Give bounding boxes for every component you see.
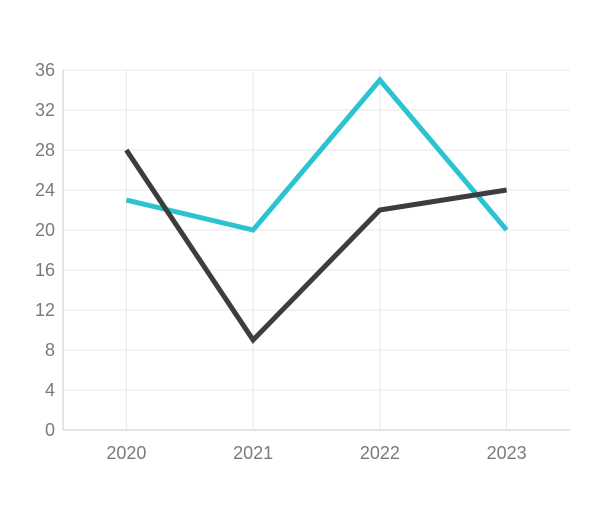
- y-tick-label: 12: [35, 300, 55, 320]
- y-tick-label: 20: [35, 220, 55, 240]
- y-tick-label: 28: [35, 140, 55, 160]
- y-tick-label: 24: [35, 180, 55, 200]
- x-tick-label: 2021: [233, 443, 273, 463]
- y-tick-label: 16: [35, 260, 55, 280]
- series-line-teal-series: [125, 76, 509, 233]
- y-tick-label: 4: [45, 380, 55, 400]
- x-tick-label: 2022: [360, 443, 400, 463]
- y-tick-label: 8: [45, 340, 55, 360]
- series-line-dark-series: [124, 148, 508, 344]
- x-tick-label: 2020: [106, 443, 146, 463]
- x-tick-label: 2023: [487, 443, 527, 463]
- y-tick-label: 36: [35, 60, 55, 80]
- y-tick-label: 0: [45, 420, 55, 440]
- y-tick-label: 32: [35, 100, 55, 120]
